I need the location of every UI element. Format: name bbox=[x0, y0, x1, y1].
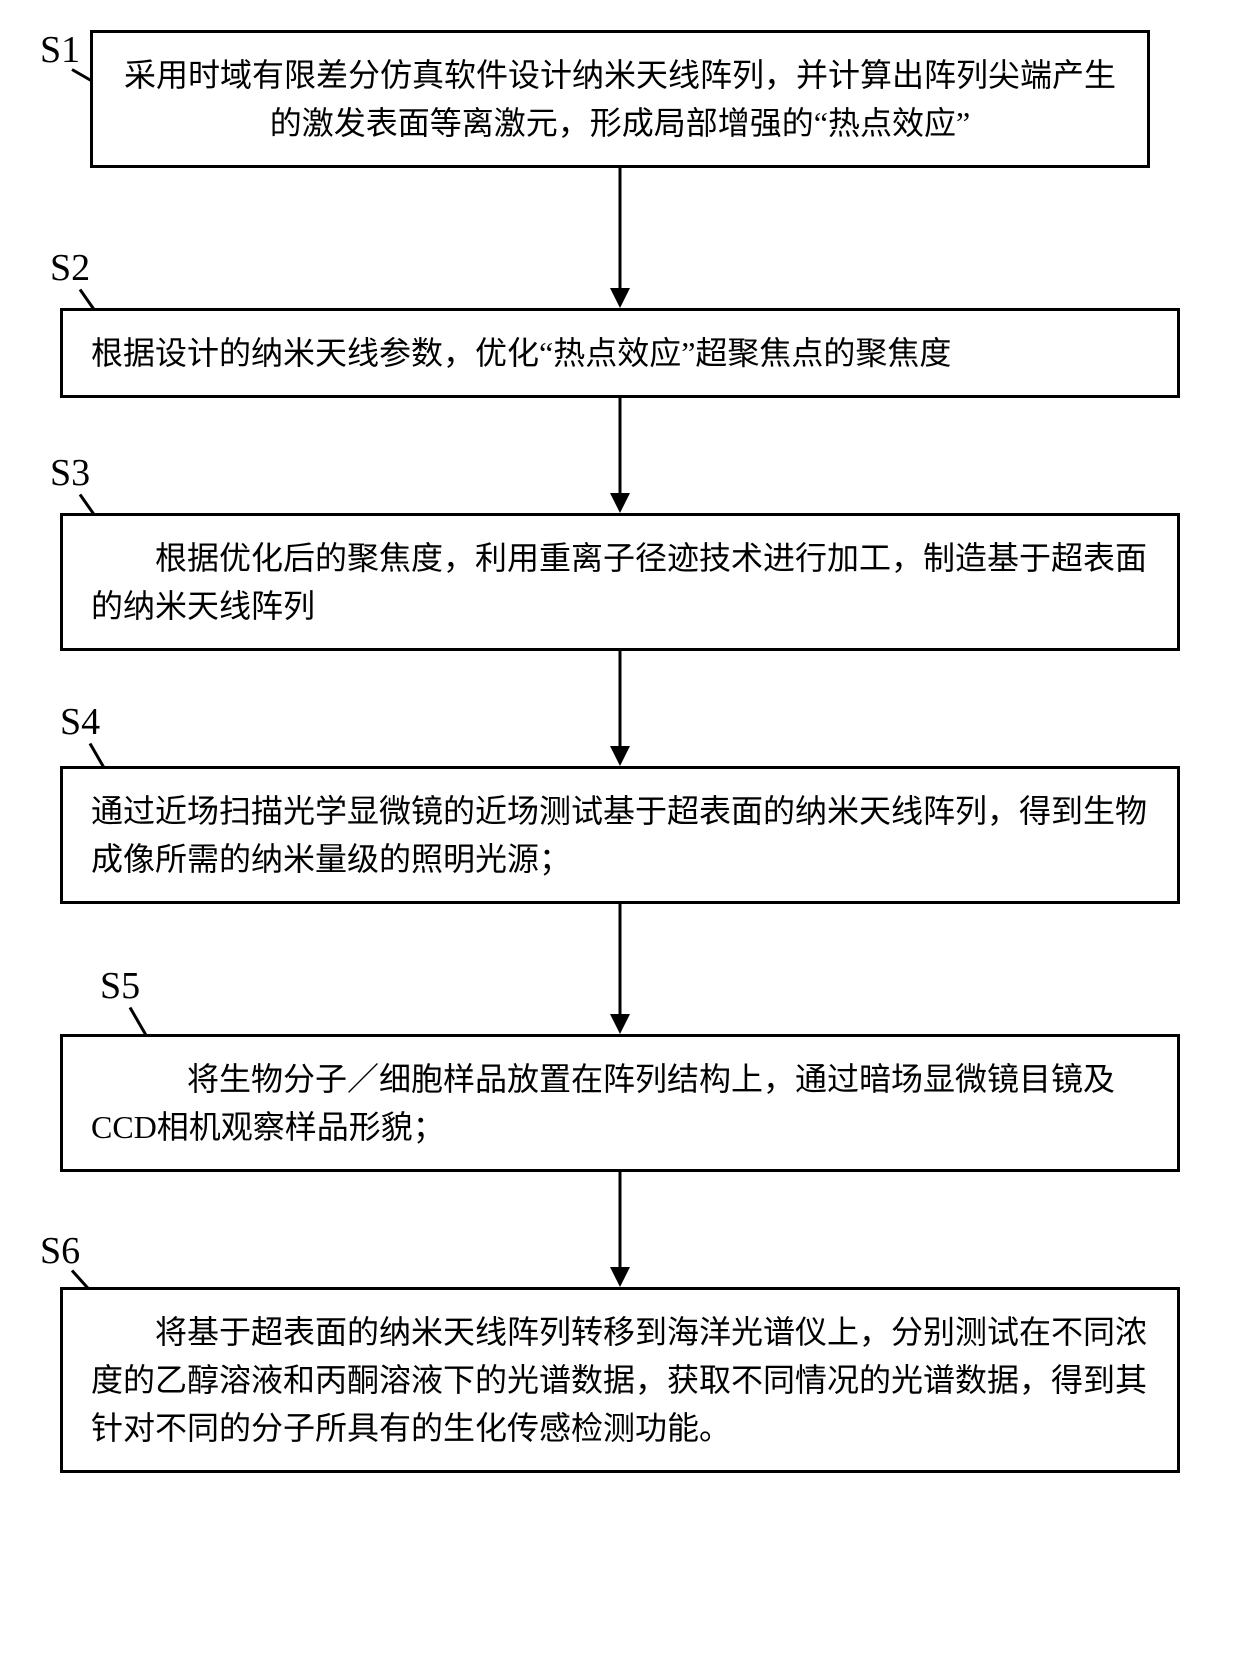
arrow-down-icon bbox=[600, 651, 640, 766]
step-s6-wrapper: S6 将基于超表面的纳米天线阵列转移到海洋光谱仪上，分别测试在不同浓度的乙醇溶液… bbox=[40, 1287, 1200, 1473]
step-s5-label: S5 bbox=[100, 964, 140, 1008]
step-s6-box: 将基于超表面的纳米天线阵列转移到海洋光谱仪上，分别测试在不同浓度的乙醇溶液和丙酮… bbox=[60, 1287, 1180, 1473]
step-s4-box: 通过近场扫描光学显微镜的近场测试基于超表面的纳米天线阵列，得到生物成像所需的纳米… bbox=[60, 766, 1180, 904]
arrow-s1-s2 bbox=[600, 168, 640, 308]
step-s3-text: 根据优化后的聚焦度，利用重离子径迹技术进行加工，制造基于超表面的纳米天线阵列 bbox=[91, 534, 1149, 630]
step-s2-wrapper: S2 根据设计的纳米天线参数，优化“热点效应”超聚焦点的聚焦度 bbox=[40, 308, 1200, 398]
arrow-down-icon bbox=[600, 1172, 640, 1287]
step-s2-box: 根据设计的纳米天线参数，优化“热点效应”超聚焦点的聚焦度 bbox=[60, 308, 1180, 398]
step-s5-label-text: S5 bbox=[100, 965, 140, 1007]
step-s4-label-text: S4 bbox=[60, 701, 100, 743]
step-s1-wrapper: S1 采用时域有限差分仿真软件设计纳米天线阵列，并计算出阵列尖端产生的激发表面等… bbox=[40, 30, 1200, 168]
step-s5-box: 将生物分子／细胞样品放置在阵列结构上，通过暗场显微镜目镜及CCD相机观察样品形貌… bbox=[60, 1034, 1180, 1172]
arrow-s4-s5 bbox=[600, 904, 640, 1034]
step-s3-label-text: S3 bbox=[50, 452, 90, 494]
arrow-down-icon bbox=[600, 398, 640, 513]
step-s6-label-text: S6 bbox=[40, 1230, 80, 1272]
step-s4-wrapper: S4 通过近场扫描光学显微镜的近场测试基于超表面的纳米天线阵列，得到生物成像所需… bbox=[40, 766, 1200, 904]
arrow-down-icon bbox=[600, 168, 640, 308]
step-s3-wrapper: S3 根据优化后的聚焦度，利用重离子径迹技术进行加工，制造基于超表面的纳米天线阵… bbox=[40, 513, 1200, 651]
step-s3-label: S3 bbox=[50, 451, 90, 495]
step-s1-box: 采用时域有限差分仿真软件设计纳米天线阵列，并计算出阵列尖端产生的激发表面等离激元… bbox=[90, 30, 1150, 168]
step-s6-label: S6 bbox=[40, 1229, 80, 1273]
step-s5-text: 将生物分子／细胞样品放置在阵列结构上，通过暗场显微镜目镜及CCD相机观察样品形貌… bbox=[91, 1055, 1149, 1151]
arrow-s3-s4 bbox=[600, 651, 640, 766]
arrow-s5-s6 bbox=[600, 1172, 640, 1287]
arrow-down-icon bbox=[600, 904, 640, 1034]
step-s4-text: 通过近场扫描光学显微镜的近场测试基于超表面的纳米天线阵列，得到生物成像所需的纳米… bbox=[91, 793, 1147, 877]
step-s1-text: 采用时域有限差分仿真软件设计纳米天线阵列，并计算出阵列尖端产生的激发表面等离激元… bbox=[124, 57, 1116, 141]
step-s5-wrapper: S5 将生物分子／细胞样品放置在阵列结构上，通过暗场显微镜目镜及CCD相机观察样… bbox=[40, 1034, 1200, 1172]
step-s2-label: S2 bbox=[50, 246, 90, 290]
step-s3-box: 根据优化后的聚焦度，利用重离子径迹技术进行加工，制造基于超表面的纳米天线阵列 bbox=[60, 513, 1180, 651]
step-s1-label: S1 bbox=[40, 28, 80, 72]
step-s1-label-text: S1 bbox=[40, 29, 80, 71]
arrow-s2-s3 bbox=[600, 398, 640, 513]
step-s2-label-text: S2 bbox=[50, 247, 90, 289]
step-s6-text: 将基于超表面的纳米天线阵列转移到海洋光谱仪上，分别测试在不同浓度的乙醇溶液和丙酮… bbox=[91, 1308, 1149, 1452]
step-s4-label: S4 bbox=[60, 700, 100, 744]
flowchart-container: S1 采用时域有限差分仿真软件设计纳米天线阵列，并计算出阵列尖端产生的激发表面等… bbox=[40, 30, 1200, 1473]
step-s2-text: 根据设计的纳米天线参数，优化“热点效应”超聚焦点的聚焦度 bbox=[91, 335, 951, 371]
